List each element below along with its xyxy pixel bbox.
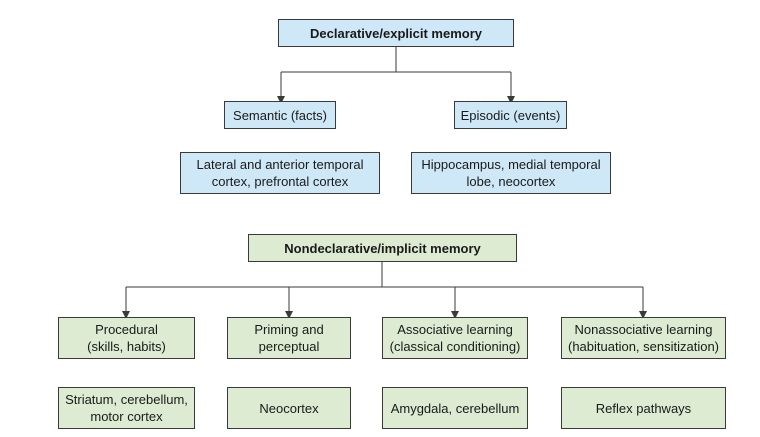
episodic-brain-region-box: Hippocampus, medial temporal lobe, neoco… [411, 152, 611, 194]
episodic-memory-box: Episodic (events) [454, 101, 567, 129]
nonassociative-learning-box: Nonassociative learning (habituation, se… [561, 317, 726, 359]
associative-brain-region-box: Amygdala, cerebellum [382, 387, 528, 429]
semantic-brain-region-box: Lateral and anterior temporal cortex, pr… [180, 152, 380, 194]
nondeclarative-memory-box: Nondeclarative/implicit memory [248, 234, 517, 262]
priming-memory-box: Priming and perceptual [227, 317, 351, 359]
procedural-memory-box: Procedural (skills, habits) [58, 317, 195, 359]
associative-learning-box: Associative learning (classical conditio… [382, 317, 528, 359]
priming-brain-region-box: Neocortex [227, 387, 351, 429]
procedural-brain-region-box: Striatum, cerebellum, motor cortex [58, 387, 195, 429]
nonassociative-brain-region-box: Reflex pathways [561, 387, 726, 429]
declarative-memory-box: Declarative/explicit memory [278, 19, 514, 47]
semantic-memory-box: Semantic (facts) [224, 101, 336, 129]
